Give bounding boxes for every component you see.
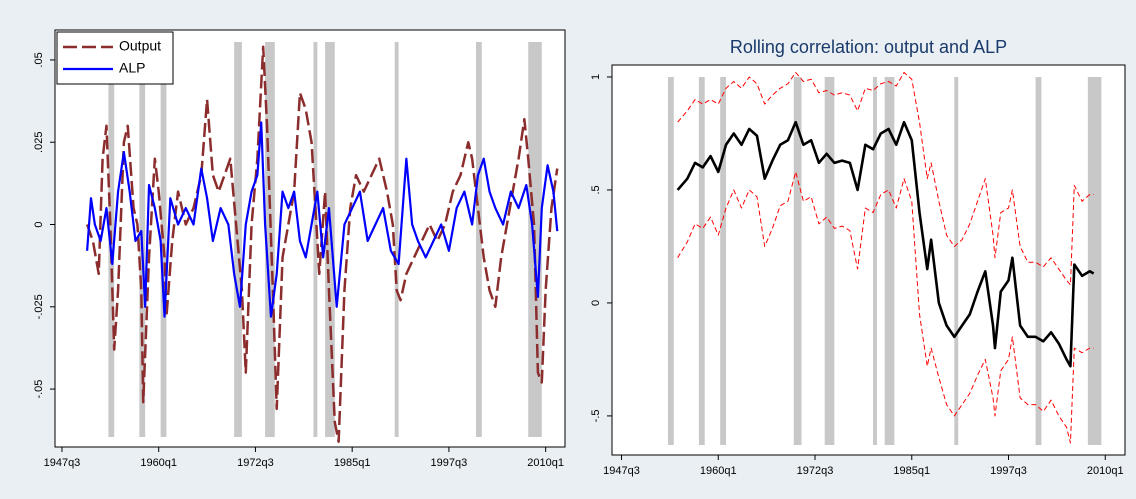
y-tick-label: -.025 — [33, 294, 45, 319]
recession-band — [476, 42, 482, 437]
x-tick-label: 1997q3 — [990, 465, 1027, 477]
recession-band — [793, 77, 802, 445]
y-tick-label: -.5 — [590, 409, 602, 422]
series-line — [677, 171, 1094, 444]
series-line — [86, 121, 559, 318]
recession-band — [667, 77, 674, 445]
recession-band — [824, 77, 835, 445]
recession-band — [160, 42, 167, 437]
y-tick-label: .05 — [33, 52, 45, 67]
x-tick-label: 1947q3 — [603, 465, 640, 477]
recession-band — [720, 77, 727, 445]
y-tick-label: 0 — [590, 300, 602, 306]
series-line — [85, 45, 559, 443]
chart-title: Rolling correlation: output and ALP — [730, 37, 1007, 57]
y-tick-label: -.05 — [33, 380, 45, 399]
legend-box — [56, 31, 174, 85]
plot-area — [611, 64, 1126, 456]
y-tick-label: 1 — [590, 74, 602, 80]
recession-band — [873, 77, 877, 445]
legend-label: ALP — [119, 60, 145, 76]
recession-band — [1087, 77, 1102, 445]
series-line — [676, 120, 1095, 368]
x-tick-label: 1985q1 — [893, 465, 930, 477]
x-tick-label: 1972q3 — [237, 457, 274, 469]
recession-band — [313, 42, 318, 437]
recession-band — [954, 77, 959, 445]
y-tick-label: .5 — [590, 185, 602, 194]
x-tick-label: 1960q1 — [700, 465, 737, 477]
recession-band — [394, 42, 399, 437]
series-line — [677, 71, 1094, 286]
x-tick-label: 1972q3 — [797, 465, 834, 477]
recession-band — [1035, 77, 1042, 445]
x-tick-label: 1960q1 — [140, 457, 177, 469]
recession-band — [325, 42, 335, 437]
y-tick-label: 0 — [33, 221, 45, 227]
recession-band — [884, 77, 895, 445]
x-tick-label: 2010q1 — [1087, 465, 1124, 477]
x-tick-label: 1947q3 — [44, 457, 81, 469]
recession-band — [698, 77, 705, 445]
x-tick-label: 1997q3 — [431, 457, 468, 469]
legend-label: Output — [119, 38, 161, 54]
x-tick-label: 2010q1 — [527, 457, 564, 469]
x-tick-label: 1985q1 — [334, 457, 371, 469]
y-tick-label: .025 — [33, 132, 45, 153]
